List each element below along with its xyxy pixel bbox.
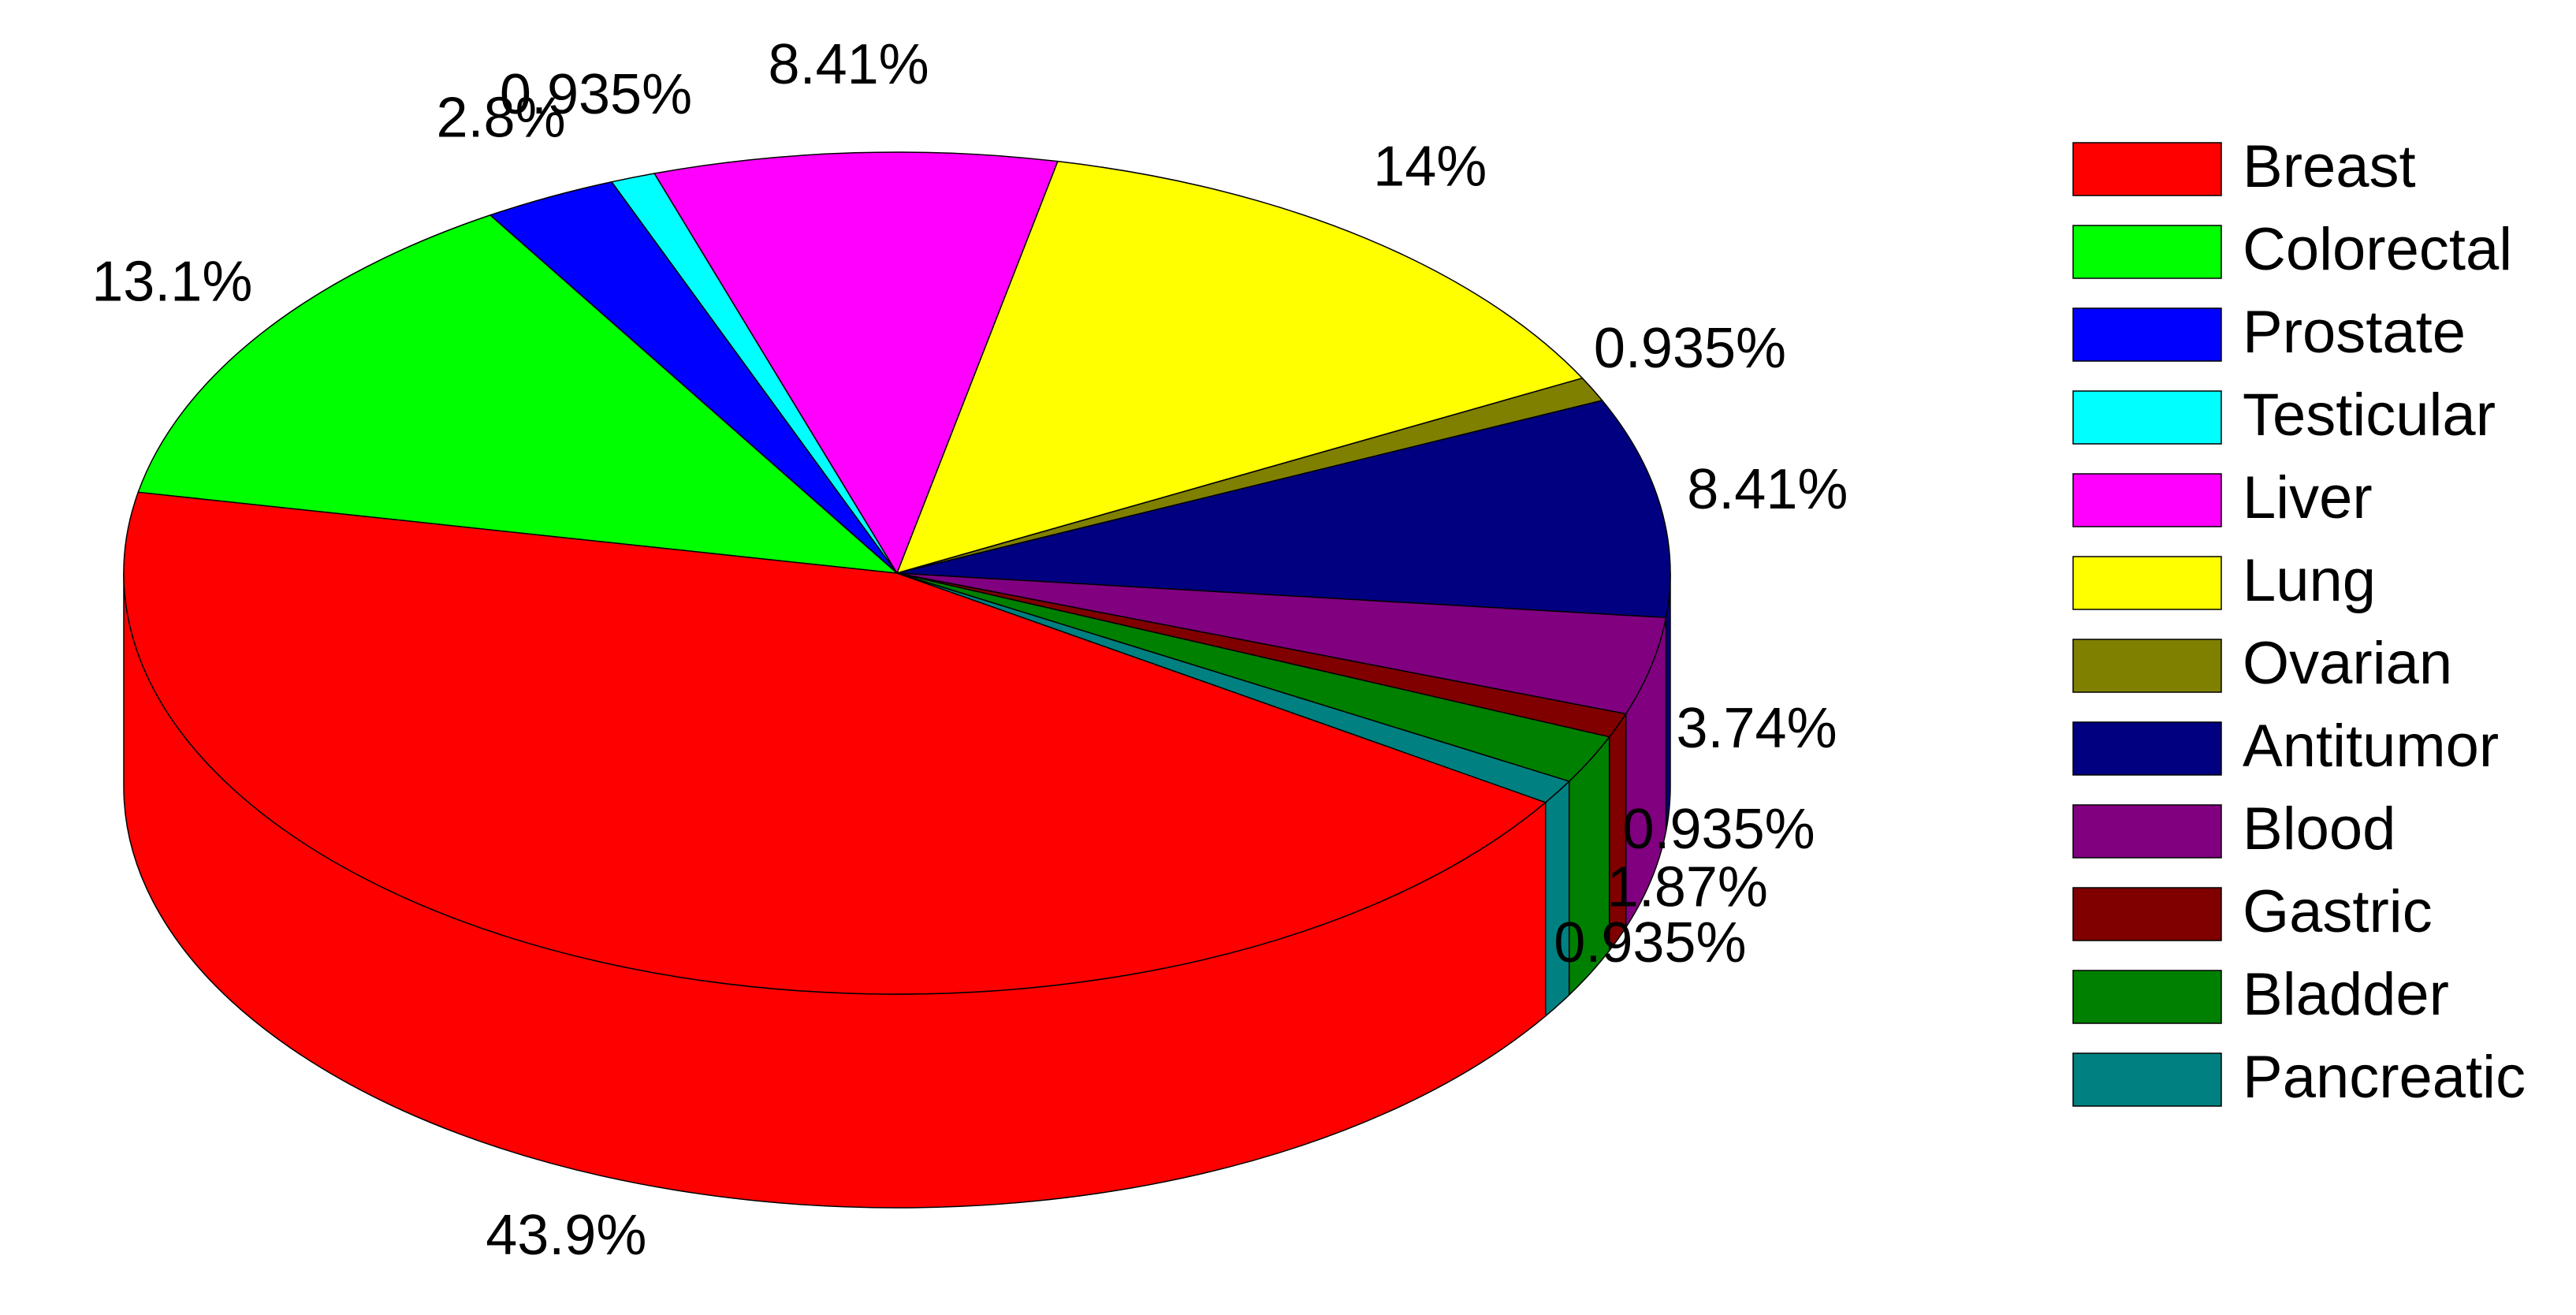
legend-swatch [2072, 887, 2222, 941]
value-label: 0.935% [500, 63, 692, 126]
legend-swatch [2072, 390, 2222, 445]
value-label: 0.935% [1594, 317, 1786, 380]
legend-swatch [2072, 970, 2222, 1024]
legend-swatch [2072, 225, 2222, 279]
value-label: 2.8% [437, 87, 566, 150]
legend-label: Liver [2243, 464, 2373, 531]
legend-swatch [2072, 721, 2222, 776]
slice [653, 151, 1059, 574]
legend-label: Gastric [2243, 878, 2433, 945]
value-label: 0.935% [1554, 911, 1746, 974]
legend-swatch [2072, 804, 2222, 859]
slice-side [1544, 780, 1570, 1017]
legend-label: Ovarian [2243, 630, 2452, 697]
legend-swatch [2072, 307, 2222, 362]
legend-label: Colorectal [2243, 216, 2512, 283]
slice [896, 572, 1570, 803]
slice [137, 214, 898, 574]
value-label: 13.1% [91, 250, 252, 313]
value-label: 1.87% [1607, 856, 1768, 919]
legend-label: Bladder [2243, 961, 2449, 1028]
value-label: 3.74% [1676, 697, 1837, 760]
value-label: 8.41% [1687, 458, 1848, 521]
legend-label: Pancreatic [2243, 1044, 2526, 1111]
value-label: 8.41% [769, 33, 929, 96]
legend-label: Breast [2243, 133, 2416, 200]
slice [896, 572, 1667, 715]
slice [123, 491, 1547, 995]
slice-tops [123, 151, 1671, 995]
legend-label: Lung [2243, 547, 2376, 614]
legend-swatch [2072, 556, 2222, 610]
legend-label: Blood [2243, 795, 2395, 862]
value-label: 0.935% [1622, 798, 1815, 861]
legend-swatch [2072, 639, 2222, 693]
value-label: 14% [1373, 136, 1487, 199]
value-label: 43.9% [486, 1204, 646, 1267]
legend-swatch [2072, 1052, 2222, 1107]
slice-sides [123, 572, 1671, 1209]
slice [896, 400, 1671, 619]
legend-label: Prostate [2243, 299, 2466, 366]
legend-swatch [2072, 142, 2222, 196]
legend-swatch [2072, 473, 2222, 527]
legend-label: Testicular [2243, 382, 2496, 449]
legend-label: Antitumor [2243, 713, 2499, 780]
slice [896, 160, 1584, 574]
